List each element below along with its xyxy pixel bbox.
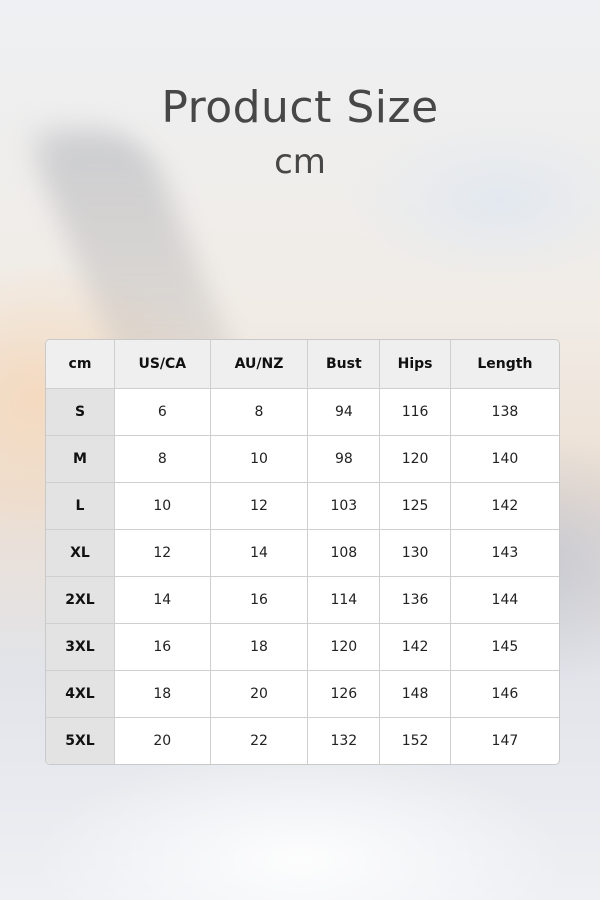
table-cell: 142 — [450, 483, 559, 530]
table-cell: 16 — [115, 624, 211, 671]
size-label: M — [46, 436, 115, 483]
table-cell: 116 — [380, 389, 451, 436]
table-cell: 146 — [450, 671, 559, 718]
unit-subtitle: cm — [274, 142, 326, 182]
table-cell: 18 — [210, 624, 309, 671]
size-label: S — [46, 389, 115, 436]
column-header: Hips — [380, 340, 451, 389]
column-header: cm — [46, 340, 115, 389]
table-cell: 6 — [115, 389, 211, 436]
table-row: 3XL 16 18 120 142 145 — [46, 624, 559, 671]
table-cell: 20 — [210, 671, 309, 718]
table-row: 5XL 20 22 132 152 147 — [46, 718, 559, 764]
table-cell: 136 — [380, 577, 451, 624]
column-header: US/CA — [115, 340, 211, 389]
table-cell: 143 — [450, 530, 559, 577]
table-cell: 147 — [491, 733, 519, 749]
table-cell: 126 — [308, 671, 381, 718]
size-label: XL — [46, 530, 115, 577]
table-cell: 103 — [308, 483, 381, 530]
table-header-row: cm US/CA AU/NZ Bust Hips Length — [46, 340, 559, 389]
column-header: Bust — [308, 340, 381, 389]
size-label: 3XL — [46, 624, 115, 671]
table-row: 2XL 14 16 114 136 144 — [46, 577, 559, 624]
table-cell: 14 — [115, 577, 211, 624]
table-cell: 18 — [115, 671, 211, 718]
table-cell: 138 — [450, 389, 559, 436]
table-cell: 145 — [450, 624, 559, 671]
table-cell: 148 — [380, 671, 451, 718]
table-row: 4XL 18 20 126 148 146 — [46, 671, 559, 718]
table-cell: 10 — [210, 436, 309, 483]
size-label: 2XL — [46, 577, 115, 624]
table-row: L 10 12 103 125 142 — [46, 483, 559, 530]
table-cell: 142 — [380, 624, 451, 671]
size-label: 4XL — [46, 671, 115, 718]
table-cell: 120 — [308, 624, 381, 671]
table-row: M 8 10 98 120 140 — [46, 436, 559, 483]
page-title: Product Size — [161, 82, 439, 133]
table-cell: 10 — [115, 483, 211, 530]
table-cell: 130 — [380, 530, 451, 577]
size-table: cm US/CA AU/NZ Bust Hips Length S 6 8 94 116 138 M 8… — [45, 339, 560, 765]
table-cell: 8 — [210, 389, 309, 436]
table-cell: 94 — [308, 389, 381, 436]
table-cell: 22 — [211, 718, 309, 764]
table-cell: 16 — [210, 577, 309, 624]
table-cell: 12 — [115, 530, 211, 577]
column-header: Length — [450, 340, 559, 389]
table-cell: 120 — [380, 436, 451, 483]
table-cell: 14 — [210, 530, 309, 577]
table-cell: 114 — [308, 577, 381, 624]
table-cell: 125 — [380, 483, 451, 530]
table-cell: 8 — [115, 436, 211, 483]
table-cell: 108 — [308, 530, 381, 577]
table-cell: 12 — [210, 483, 309, 530]
table-cell: 140 — [450, 436, 559, 483]
table-cell: 144 — [450, 577, 559, 624]
table-row: S 6 8 94 116 138 — [46, 389, 559, 436]
size-label: L — [46, 483, 115, 530]
size-label: 5XL — [46, 718, 115, 764]
table-cell: 20 — [115, 718, 211, 764]
table-cell: 98 — [308, 436, 381, 483]
table-cell: 132 — [308, 718, 381, 764]
table-row: XL 12 14 108 130 143 — [46, 530, 559, 577]
table-cell: 152 — [380, 718, 451, 764]
column-header: AU/NZ — [210, 340, 309, 389]
